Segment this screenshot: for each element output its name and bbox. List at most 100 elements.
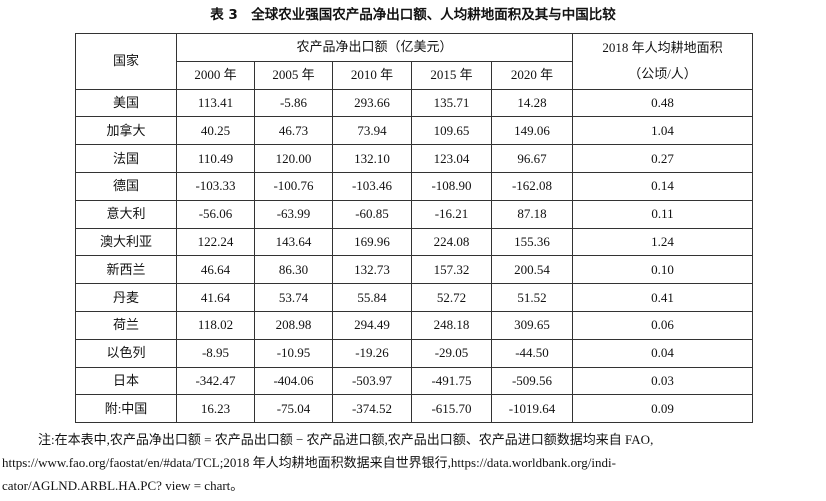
- header-row: 国家 农产品净出口额（亿美元） 2018 年人均耕地面积 （公顷/人）: [75, 33, 753, 90]
- table-cell: 122.24: [176, 227, 255, 257]
- table-cell: -103.33: [176, 171, 255, 201]
- table-cell: 309.65: [491, 310, 573, 340]
- table-cell: -5.86: [254, 88, 333, 118]
- table-cell: -491.75: [411, 366, 492, 396]
- table-cell: -503.97: [332, 366, 412, 396]
- table-row: 澳大利亚 122.24 143.64 169.96 224.08 155.36 1.24: [75, 227, 753, 257]
- table-cell: 110.49: [176, 144, 255, 173]
- table-cell: 293.66: [332, 88, 412, 118]
- table-cell: -162.08: [491, 171, 573, 201]
- table-cell: 52.72: [411, 283, 492, 312]
- table-cell: -75.04: [254, 394, 333, 424]
- table-cell: 16.23: [176, 394, 255, 424]
- table-row: 加拿大 40.25 46.73 73.94 109.65 149.06 1.04: [75, 116, 753, 146]
- table-row: 德国 -103.33 -100.76 -103.46 -108.90 -162.08 0.1…: [75, 171, 753, 201]
- table-cell: 200.54: [491, 255, 573, 285]
- table-cell: 法国: [75, 144, 177, 173]
- table-cell: 53.74: [254, 283, 333, 312]
- table-cell: 294.49: [332, 310, 412, 340]
- table-cell: 0.10: [572, 255, 753, 285]
- table-row: 意大利 -56.06 -63.99 -60.85 -16.21 87.18 0.11: [75, 199, 753, 229]
- table-cell: 41.64: [176, 283, 255, 312]
- table-row: 新西兰 46.64 86.30 132.73 157.32 200.54 0.10: [75, 255, 753, 285]
- table-cell: 40.25: [176, 116, 255, 146]
- header-cell: 国家: [75, 33, 177, 90]
- table-cell: 51.52: [491, 283, 573, 312]
- table-cell: 120.00: [254, 144, 333, 173]
- header-cell: 2005 年: [254, 60, 333, 90]
- table-cell: 美国: [75, 88, 177, 118]
- table-cell: -100.76: [254, 171, 333, 201]
- table-cell: 135.71: [411, 88, 492, 118]
- table-cell: -108.90: [411, 171, 492, 201]
- footnote-line: cator/AGLND.ARBL.HA.PC? view = chart。: [2, 478, 244, 493]
- table-cell: 248.18: [411, 310, 492, 340]
- table-cell: 155.36: [491, 227, 573, 257]
- table-cell: 0.11: [572, 199, 753, 229]
- table-cell: 0.14: [572, 171, 753, 201]
- table-cell: -103.46: [332, 171, 412, 201]
- table-cell: 96.67: [491, 144, 573, 173]
- table-cell: -404.06: [254, 366, 333, 396]
- table-cell: 46.64: [176, 255, 255, 285]
- table-cell: 日本: [75, 366, 177, 396]
- table-cell: -10.95: [254, 338, 333, 368]
- table-cell: 46.73: [254, 116, 333, 146]
- header-line: （公顷/人）: [628, 66, 697, 82]
- table-cell: 123.04: [411, 144, 492, 173]
- table-row: 日本 -342.47 -404.06 -503.97 -491.75 -509.56 0.0…: [75, 366, 753, 396]
- table-cell: -342.47: [176, 366, 255, 396]
- table-cell: 87.18: [491, 199, 573, 229]
- table-cell: -615.70: [411, 394, 492, 424]
- table-cell: -509.56: [491, 366, 573, 396]
- table-cell: 0.41: [572, 283, 753, 312]
- header-cell: 2010 年: [332, 60, 412, 90]
- table-cell: 0.03: [572, 366, 753, 396]
- table-cell: 丹麦: [75, 283, 177, 312]
- table-row: 附:中国 16.23 -75.04 -374.52 -615.70 -1019.64 0.0…: [75, 394, 753, 424]
- table-cell: 208.98: [254, 310, 333, 340]
- footnote: 注:在本表中,农产品净出口额 = 农产品出口额 − 农产品进口额,农产品出口额、…: [2, 428, 818, 497]
- table-cell: 73.94: [332, 116, 412, 146]
- table-cell: 加拿大: [75, 116, 177, 146]
- table-cell: 0.06: [572, 310, 753, 340]
- table-cell: 113.41: [176, 88, 255, 118]
- table-cell: 荷兰: [75, 310, 177, 340]
- table-cell: 14.28: [491, 88, 573, 118]
- table-cell: -16.21: [411, 199, 492, 229]
- table-row: 法国 110.49 120.00 132.10 123.04 96.67 0.27: [75, 144, 753, 173]
- table-cell: 224.08: [411, 227, 492, 257]
- footnote-line: https://www.fao.org/faostat/en/#data/TCL…: [2, 455, 616, 470]
- table-cell: 55.84: [332, 283, 412, 312]
- table-cell: -63.99: [254, 199, 333, 229]
- table-row: 丹麦 41.64 53.74 55.84 52.72 51.52 0.41: [75, 283, 753, 312]
- table-cell: 0.09: [572, 394, 753, 424]
- header-cell: 2000 年: [176, 60, 255, 90]
- table-cell: 1.04: [572, 116, 753, 146]
- table-cell: 132.10: [332, 144, 412, 173]
- table-cell: 1.24: [572, 227, 753, 257]
- table-row: 荷兰 118.02 208.98 294.49 248.18 309.65 0.06: [75, 310, 753, 340]
- table-cell: 0.04: [572, 338, 753, 368]
- table-cell: 以色列: [75, 338, 177, 368]
- table-cell: -19.26: [332, 338, 412, 368]
- table-row: 以色列 -8.95 -10.95 -19.26 -29.05 -44.50 0.04: [75, 338, 753, 368]
- data-table: 国家 农产品净出口额（亿美元） 2018 年人均耕地面积 （公顷/人） 2000 年 20…: [75, 33, 753, 424]
- header-line: 2018 年人均耕地面积: [602, 40, 723, 56]
- header-row: 2000 年 2005 年 2010 年 2015 年 2020 年: [76, 60, 753, 90]
- table-cell: -44.50: [491, 338, 573, 368]
- table-cell: 附:中国: [75, 394, 177, 424]
- header-cell: 农产品净出口额（亿美元）: [176, 33, 573, 62]
- table-cell: 118.02: [176, 310, 255, 340]
- table-cell: -374.52: [332, 394, 412, 424]
- table-cell: 德国: [75, 171, 177, 201]
- table-cell: 0.27: [572, 144, 753, 173]
- table-cell: 169.96: [332, 227, 412, 257]
- table-cell: 86.30: [254, 255, 333, 285]
- table-cell: -8.95: [176, 338, 255, 368]
- table-cell: -1019.64: [491, 394, 573, 424]
- table-cell: 意大利: [75, 199, 177, 229]
- table-cell: 0.48: [572, 88, 753, 118]
- table-cell: 149.06: [491, 116, 573, 146]
